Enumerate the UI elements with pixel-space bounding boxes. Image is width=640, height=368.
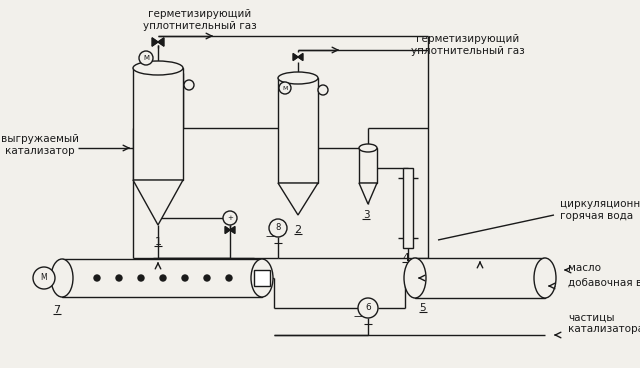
Ellipse shape (404, 258, 426, 298)
Text: 2: 2 (294, 225, 301, 235)
Circle shape (116, 275, 122, 281)
Polygon shape (158, 38, 164, 46)
Text: выгружаемый
катализатор: выгружаемый катализатор (1, 134, 79, 156)
Text: добавочная вода: добавочная вода (568, 278, 640, 288)
Text: 6: 6 (365, 304, 371, 312)
Text: 5: 5 (420, 303, 426, 313)
Circle shape (279, 82, 291, 94)
Circle shape (223, 211, 237, 225)
Circle shape (204, 275, 210, 281)
Text: частицы
катализатора: частицы катализатора (568, 312, 640, 334)
Text: 4: 4 (403, 253, 410, 263)
Circle shape (33, 267, 55, 289)
Polygon shape (152, 38, 158, 46)
Circle shape (226, 275, 232, 281)
Text: 3: 3 (363, 210, 369, 220)
Text: 1: 1 (154, 237, 161, 247)
Text: 7: 7 (53, 305, 61, 315)
Ellipse shape (278, 72, 318, 84)
Ellipse shape (133, 61, 183, 75)
Polygon shape (230, 226, 235, 234)
Text: масло: масло (568, 263, 601, 273)
Polygon shape (293, 53, 298, 60)
Ellipse shape (359, 144, 377, 152)
Circle shape (269, 219, 287, 237)
Polygon shape (225, 226, 230, 234)
Circle shape (358, 298, 378, 318)
Circle shape (318, 85, 328, 95)
Polygon shape (278, 183, 318, 215)
Polygon shape (133, 180, 183, 225)
Circle shape (94, 275, 100, 281)
Bar (62, 259, 262, 297)
Polygon shape (298, 53, 303, 60)
Ellipse shape (251, 259, 273, 297)
Circle shape (138, 275, 144, 281)
Circle shape (139, 51, 153, 65)
Text: +: + (227, 215, 233, 221)
Polygon shape (359, 183, 377, 204)
Text: герметизирующий
уплотнительный газ: герметизирующий уплотнительный газ (411, 34, 525, 56)
Text: M: M (282, 85, 288, 91)
Bar (415, 258, 545, 298)
Bar (359, 148, 377, 183)
Text: циркуляционная
горячая вода: циркуляционная горячая вода (560, 199, 640, 221)
Text: герметизирующий
уплотнительный газ: герметизирующий уплотнительный газ (143, 9, 257, 31)
Text: M: M (41, 273, 47, 283)
Text: M: M (143, 55, 149, 61)
Bar (133, 68, 183, 180)
Bar (403, 168, 413, 248)
Ellipse shape (534, 258, 556, 298)
Circle shape (184, 80, 194, 90)
Ellipse shape (51, 259, 73, 297)
Circle shape (160, 275, 166, 281)
Bar (278, 78, 318, 183)
Circle shape (182, 275, 188, 281)
Text: 8: 8 (275, 223, 281, 233)
Bar (254, 270, 270, 286)
